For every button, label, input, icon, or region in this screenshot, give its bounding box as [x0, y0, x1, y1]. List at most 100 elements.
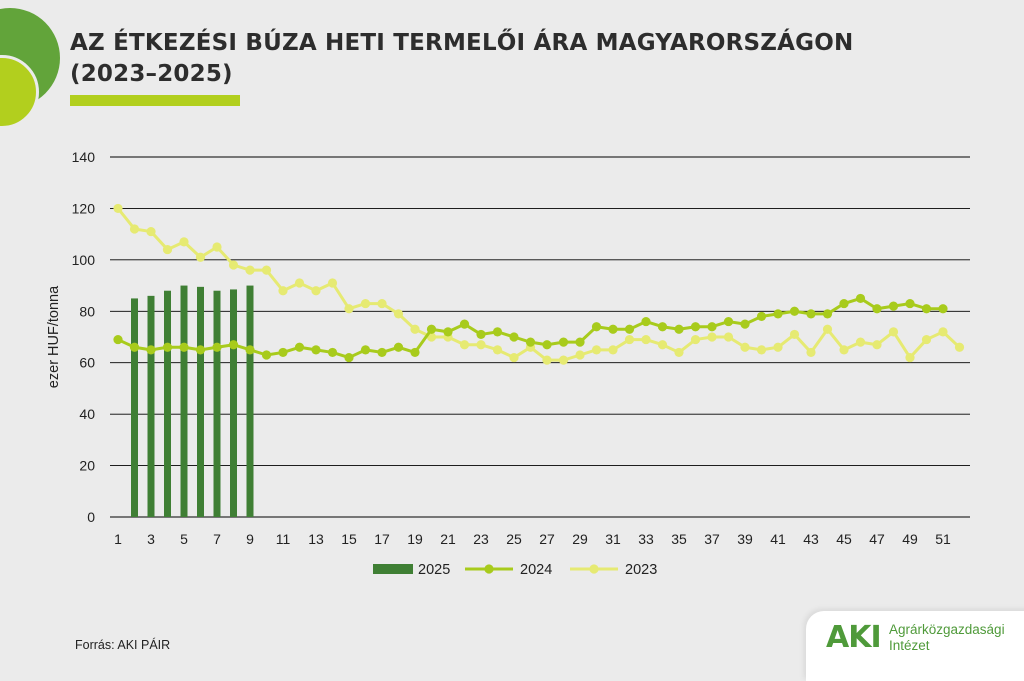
- x-tick-label: 19: [407, 531, 423, 547]
- legend-label-2025: 2025: [418, 562, 450, 578]
- series-line-2023: [116, 207, 961, 362]
- point-2024: [212, 342, 222, 352]
- point-2023: [575, 350, 585, 360]
- point-2023: [542, 355, 552, 365]
- point-2024: [872, 304, 882, 314]
- point-2024: [327, 347, 338, 358]
- x-tick-label: 29: [572, 531, 588, 547]
- legend-marker-2023: [589, 564, 599, 574]
- point-2024: [591, 322, 602, 332]
- point-2024: [113, 334, 123, 345]
- point-2023: [129, 224, 140, 234]
- point-2024: [377, 347, 387, 358]
- source-note: Forrás: AKI PÁIR: [75, 638, 171, 652]
- point-2024: [410, 347, 420, 358]
- point-2023: [855, 337, 866, 347]
- point-2023: [839, 345, 849, 355]
- bar-2025: [131, 298, 138, 517]
- bar-2025: [180, 285, 188, 517]
- point-2024: [723, 316, 734, 327]
- x-tick-label: 7: [213, 531, 221, 547]
- point-2023: [707, 332, 717, 342]
- point-2024: [344, 352, 354, 363]
- bar-2025: [197, 286, 204, 517]
- point-2023: [558, 355, 569, 365]
- x-tick-label: 5: [180, 531, 188, 547]
- point-2023: [938, 327, 948, 337]
- point-2023: [212, 242, 222, 252]
- point-2023: [195, 252, 206, 262]
- point-2024: [707, 322, 717, 332]
- x-tick-label: 43: [803, 531, 819, 547]
- point-2024: [624, 324, 635, 334]
- point-2024: [773, 309, 783, 319]
- point-2023: [459, 340, 470, 350]
- point-2024: [938, 304, 948, 314]
- x-tick-label: 45: [836, 531, 852, 547]
- point-2024: [641, 316, 651, 327]
- institute-name-line2: Intézet: [889, 638, 930, 653]
- point-2023: [806, 347, 816, 358]
- point-2024: [311, 345, 321, 355]
- point-2023: [509, 352, 519, 363]
- x-tick-label: 33: [638, 531, 654, 547]
- point-2023: [740, 342, 750, 352]
- point-2023: [113, 203, 123, 214]
- point-2024: [294, 342, 305, 352]
- point-2024: [789, 306, 800, 316]
- point-2023: [789, 329, 800, 340]
- title-underline-bar: [70, 95, 240, 106]
- chart-title-line1: AZ ÉTKEZÉSI BÚZA HETI TERMELŐI ÁRA MAGYA…: [70, 30, 854, 56]
- y-tick-label: 140: [72, 149, 96, 165]
- bar-2025: [164, 290, 171, 517]
- point-2023: [591, 345, 602, 355]
- point-2023: [261, 265, 272, 275]
- x-tick-label: 41: [770, 531, 786, 547]
- bar-2025: [147, 295, 155, 517]
- point-2024: [228, 340, 239, 350]
- point-2023: [393, 309, 404, 319]
- point-2024: [888, 301, 899, 311]
- point-2024: [360, 345, 371, 355]
- point-2024: [690, 322, 701, 332]
- point-2023: [327, 278, 338, 288]
- point-2024: [756, 311, 767, 322]
- legend-swatch-2025: [373, 564, 413, 574]
- x-tick-label: 27: [539, 531, 555, 547]
- point-2023: [608, 345, 618, 355]
- y-tick-label: 40: [79, 406, 95, 422]
- point-2024: [195, 345, 206, 355]
- point-2024: [657, 322, 668, 332]
- x-tick-label: 37: [704, 531, 720, 547]
- point-2024: [261, 350, 272, 360]
- point-2023: [921, 334, 932, 345]
- x-tick-label: 11: [276, 531, 291, 547]
- y-axis-title: ezer HUF/tonna: [46, 285, 62, 388]
- point-2023: [657, 340, 668, 350]
- point-2024: [855, 293, 866, 304]
- point-2024: [608, 324, 618, 334]
- point-2024: [822, 309, 833, 319]
- point-2023: [756, 345, 767, 355]
- point-2024: [129, 342, 140, 352]
- point-2023: [674, 347, 684, 358]
- x-tick-label: 15: [341, 531, 357, 547]
- point-2023: [146, 226, 156, 237]
- point-2023: [822, 324, 833, 334]
- point-2023: [905, 352, 915, 363]
- point-2023: [410, 324, 420, 334]
- point-2024: [179, 342, 189, 352]
- point-2024: [921, 304, 932, 314]
- x-tick-label: 35: [671, 531, 687, 547]
- bar-2025: [246, 285, 254, 517]
- point-2024: [162, 342, 173, 352]
- point-2024: [575, 337, 585, 347]
- y-tick-label: 100: [72, 252, 96, 268]
- point-2024: [905, 298, 915, 309]
- point-2023: [690, 334, 701, 345]
- point-2023: [344, 304, 354, 314]
- point-2024: [542, 340, 552, 350]
- point-2023: [641, 334, 651, 345]
- point-2024: [492, 327, 503, 337]
